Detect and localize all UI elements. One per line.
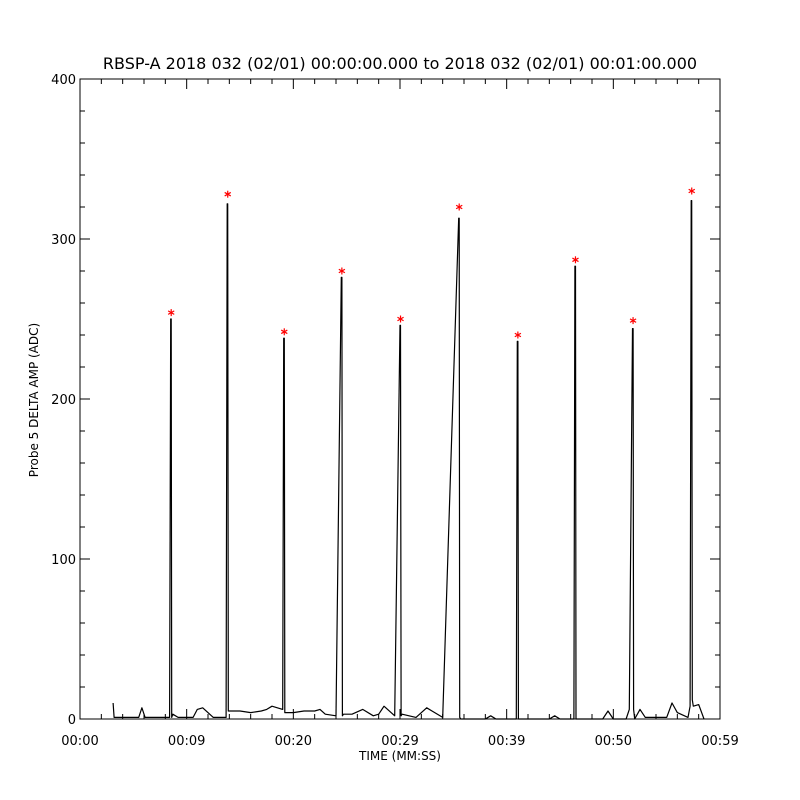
plot-frame [79,78,721,720]
series-line [112,200,705,720]
x-tick-label: 00:50 [595,734,632,749]
peak-marker [338,267,346,275]
peak-marker [224,190,232,198]
x-axis-label: TIME (MM:SS) [359,749,441,763]
peak-marker [514,331,522,339]
x-tick-label: 00:00 [61,734,98,749]
x-tick-label: 00:20 [275,734,312,749]
y-tick-label: 0 [68,713,76,728]
y-tick-label: 200 [51,393,76,408]
y-tick-label: 300 [51,233,76,248]
peak-marker [455,203,463,211]
x-tick-label: 00:09 [168,734,205,749]
y-tick-label: 100 [51,553,76,568]
peak-marker [572,256,579,264]
peak-marker [688,187,696,195]
peak-marker [280,328,288,336]
peak-marker [629,317,637,325]
x-tick-label: 00:29 [381,734,418,749]
x-tick-label: 00:39 [488,734,525,749]
chart-title: RBSP-A 2018 032 (02/01) 00:00:00.000 to … [102,54,698,73]
peak-marker [397,315,404,323]
y-axis-label: Probe 5 DELTA AMP (ADC) [27,322,41,478]
x-tick-label: 00:59 [701,734,738,749]
peak-marker [167,309,175,317]
y-tick-label: 400 [51,73,76,88]
